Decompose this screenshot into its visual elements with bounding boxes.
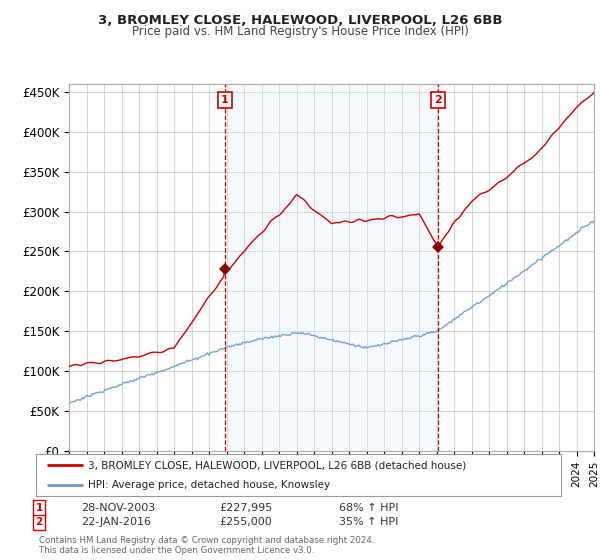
Text: 28-NOV-2003: 28-NOV-2003 — [81, 503, 155, 513]
Text: 3, BROMLEY CLOSE, HALEWOOD, LIVERPOOL, L26 6BB: 3, BROMLEY CLOSE, HALEWOOD, LIVERPOOL, L… — [98, 14, 502, 27]
Text: 1: 1 — [35, 503, 43, 513]
Text: 35% ↑ HPI: 35% ↑ HPI — [339, 517, 398, 528]
Bar — [225, 84, 438, 451]
Text: 3, BROMLEY CLOSE, HALEWOOD, LIVERPOOL, L26 6BB (detached house): 3, BROMLEY CLOSE, HALEWOOD, LIVERPOOL, L… — [89, 460, 467, 470]
Text: £227,995: £227,995 — [219, 503, 272, 513]
Text: 2: 2 — [35, 517, 43, 528]
Text: 68% ↑ HPI: 68% ↑ HPI — [339, 503, 398, 513]
Text: 22-JAN-2016: 22-JAN-2016 — [81, 517, 151, 528]
Text: £255,000: £255,000 — [219, 517, 272, 528]
Text: HPI: Average price, detached house, Knowsley: HPI: Average price, detached house, Know… — [89, 480, 331, 490]
Text: 2: 2 — [434, 95, 442, 105]
Text: Contains HM Land Registry data © Crown copyright and database right 2024.
This d: Contains HM Land Registry data © Crown c… — [39, 536, 374, 556]
Text: 1: 1 — [221, 95, 229, 105]
Text: Price paid vs. HM Land Registry's House Price Index (HPI): Price paid vs. HM Land Registry's House … — [131, 25, 469, 38]
